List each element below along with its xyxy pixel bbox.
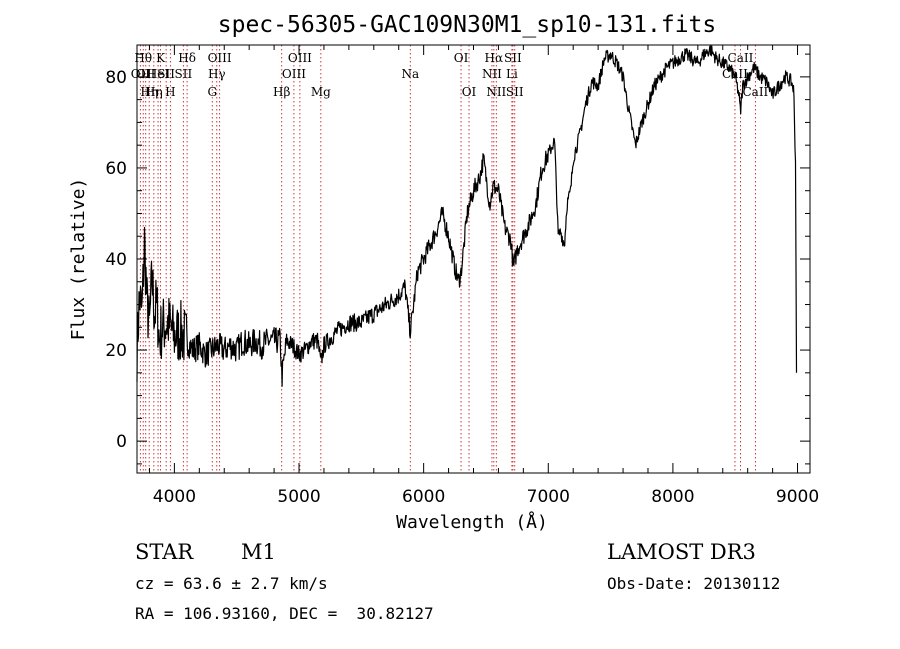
coordinates: RA = 106.93160, DEC = 30.82127 bbox=[135, 604, 434, 623]
x-tick-label-5000: 5000 bbox=[277, 487, 320, 507]
line-label-12: Hγ bbox=[208, 67, 226, 81]
survey-name: LAMOST DR3 bbox=[607, 540, 756, 564]
line-label-20: OI bbox=[462, 85, 477, 99]
line-label-5: HeI bbox=[147, 67, 170, 81]
spectral-line-markers bbox=[139, 45, 756, 473]
line-label-23: NII bbox=[486, 85, 506, 99]
x-tick-label-6000: 6000 bbox=[402, 487, 445, 507]
line-label-15: OIII bbox=[282, 67, 306, 81]
object-subclass: M1 bbox=[241, 540, 276, 564]
line-label-18: Na bbox=[401, 67, 419, 81]
x-axis: 4000 5000 6000 7000 8000 9000 bbox=[148, 45, 819, 507]
y-tick-label-60: 60 bbox=[105, 159, 127, 179]
line-label-11: G bbox=[207, 85, 217, 99]
line-label-10: Hδ bbox=[178, 51, 196, 65]
line-label-13: OIII bbox=[208, 51, 232, 65]
line-label-4: Hη bbox=[145, 85, 163, 99]
x-tick-label-4000: 4000 bbox=[153, 487, 196, 507]
line-label-17: Mg bbox=[311, 85, 331, 99]
spectrum-chart: spec-56305-GAC109N30M1_sp10-131.fits OII… bbox=[68, 12, 819, 533]
line-label-24: Li bbox=[506, 67, 518, 81]
line-label-3: Hη bbox=[140, 85, 158, 99]
observation-date: Obs-Date: 20130112 bbox=[607, 574, 781, 593]
x-axis-label: Wavelength (Å) bbox=[396, 511, 548, 533]
line-label-9: SII bbox=[175, 67, 193, 81]
y-tick-label-40: 40 bbox=[105, 250, 127, 270]
spectrum-line bbox=[136, 45, 798, 387]
line-label-16: OIII bbox=[288, 51, 312, 65]
y-axis: 0 20 40 60 80 bbox=[105, 53, 810, 465]
line-label-2: OII bbox=[136, 67, 156, 81]
line-label-0: OII bbox=[131, 67, 151, 81]
spectral-line-labels: OIIHθOIIHηHηHeIKSIIHSIIHδGHγOIIIHβOIIIOI… bbox=[131, 51, 769, 99]
y-axis-label: Flux (relative) bbox=[68, 178, 89, 341]
object-type: STAR bbox=[135, 540, 194, 564]
line-label-28: CaII bbox=[728, 51, 754, 65]
line-label-14: Hβ bbox=[273, 85, 290, 99]
y-tick-label-20: 20 bbox=[105, 341, 127, 361]
line-label-21: NII bbox=[482, 67, 502, 81]
x-tick-label-7000: 7000 bbox=[527, 487, 570, 507]
line-label-7: SII bbox=[157, 67, 175, 81]
line-label-25: SII bbox=[504, 51, 522, 65]
chart-title: spec-56305-GAC109N30M1_sp10-131.fits bbox=[218, 12, 717, 38]
plot-frame bbox=[136, 44, 811, 474]
line-label-6: K bbox=[156, 51, 166, 65]
y-tick-label-80: 80 bbox=[105, 68, 127, 88]
x-tick-label-8000: 8000 bbox=[651, 487, 694, 507]
redshift-velocity: cz = 63.6 ± 2.7 km/s bbox=[135, 574, 328, 593]
line-label-8: H bbox=[165, 85, 175, 99]
line-label-29: CaII bbox=[742, 85, 768, 99]
line-label-22: Hα bbox=[485, 51, 504, 65]
line-label-19: OI bbox=[454, 51, 469, 65]
line-label-26: SII bbox=[506, 85, 524, 99]
x-tick-label-9000: 9000 bbox=[776, 487, 819, 507]
y-tick-label-0: 0 bbox=[116, 432, 127, 452]
